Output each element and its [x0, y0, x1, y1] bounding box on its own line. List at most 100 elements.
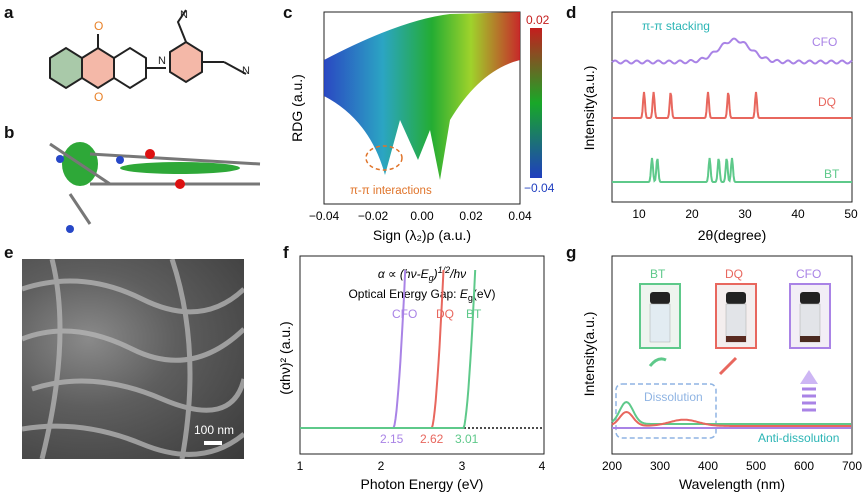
pi-pi-stacking-annotation: π-π stacking [642, 19, 710, 33]
plot-frame [323, 11, 521, 205]
y-axis-label: Intensity(a.u.) [581, 66, 597, 151]
series-label-dq: DQ [818, 95, 836, 109]
x-tick: 400 [698, 459, 718, 473]
colorbar-max: 0.02 [526, 13, 550, 27]
ring-upper [169, 40, 203, 84]
colorbar-min: −0.04 [524, 181, 555, 195]
gap-dq: 2.62 [420, 432, 444, 446]
pi-pi-circle [365, 145, 403, 171]
label-cfo: CFO [392, 307, 417, 321]
panel-d-xrd: CFO DQ BT π-π stacking Intensity(a.u.) 1… [581, 11, 858, 243]
x-tick: 0.00 [410, 209, 434, 223]
series-label-cfo: CFO [812, 35, 837, 49]
x-tick: −0.04 [309, 209, 340, 223]
ring-center [81, 46, 115, 90]
arrow-cfo [800, 370, 818, 412]
x-tick: 20 [685, 207, 699, 221]
scale-bar [204, 441, 222, 445]
arrow-dq [718, 356, 738, 376]
panel-letter-g: g [566, 243, 577, 262]
x-axis-label: Sign (λ₂)ρ (a.u.) [373, 227, 471, 243]
sem-texture [22, 259, 244, 459]
x-tick: 600 [794, 459, 814, 473]
formula-part: ) [432, 267, 438, 281]
x-tick: 4 [539, 459, 546, 473]
ring-right [113, 46, 147, 90]
x-tick: 3 [459, 459, 466, 473]
panel-letter-e: e [4, 243, 14, 262]
bt-absorbance-line [611, 400, 851, 425]
x-tick: 200 [602, 459, 622, 473]
formula-sub: g [429, 273, 434, 283]
formula: α ∝ (hν-Eg)1/2/hν [378, 265, 466, 283]
oxygen-top: O [94, 19, 103, 33]
nitrogen-label-top: N [180, 9, 188, 21]
subtitle-part: (eV) [473, 287, 496, 301]
oxygen-bottom: O [94, 90, 103, 104]
cfo-tauc-line [300, 269, 407, 429]
x-tick: 0.04 [508, 209, 532, 223]
vial-bt [639, 283, 681, 349]
dq-tauc-line [300, 269, 445, 429]
x-ticks: 10 20 30 40 50 [632, 207, 858, 221]
oxygen-atom [145, 149, 155, 159]
plot-frame [611, 11, 853, 203]
x-tick: 10 [632, 207, 646, 221]
x-tick: 500 [746, 459, 766, 473]
dissolution-box [615, 383, 717, 439]
panel-f-tauc: α ∝ (hν-Eg)1/2/hν Optical Energy Gap: Eg… [280, 255, 546, 492]
x-tick: 0.02 [459, 209, 483, 223]
arrow-bt [648, 357, 667, 367]
x-tick: 700 [842, 459, 862, 473]
dissolution-label: Dissolution [644, 390, 703, 404]
nitrogen-label: N [158, 55, 166, 67]
oxygen-atom [175, 179, 185, 189]
bt-tauc-line [300, 269, 477, 429]
dq-absorbance-line [611, 410, 851, 427]
panel-letter-f: f [283, 243, 289, 262]
panel-letter-b: b [4, 123, 15, 142]
dq-xrd-line [612, 91, 852, 119]
x-tick: 300 [650, 459, 670, 473]
x-axis-label: Photon Energy (eV) [361, 476, 484, 492]
panel-c-rdg-plot: π-π interactions 0.02 −0.04 RDG (a.u.) −… [289, 11, 555, 243]
nitrogen-label-right: N [242, 65, 250, 77]
bt-xrd-line [612, 157, 852, 183]
colorbar [530, 28, 542, 178]
gap-cfo: 2.15 [380, 432, 404, 446]
panel-a-structure: O O N N N [49, 9, 250, 104]
x-axis-label: 2θ(degree) [698, 227, 767, 243]
label-bt: BT [466, 307, 482, 321]
panel-letter-a: a [4, 3, 14, 22]
x-tick: 1 [297, 459, 304, 473]
formula-part: α ∝ (hν-E [378, 267, 430, 281]
nitrogen-atom [116, 156, 124, 164]
panel-letter-c: c [283, 3, 293, 22]
isosurface-sheet [120, 162, 240, 174]
gap-bt: 3.01 [455, 432, 479, 446]
sem-image: 100 nm [22, 259, 244, 459]
x-ticks: 200 300 400 500 600 700 [602, 459, 862, 473]
x-tick: 40 [791, 207, 805, 221]
x-tick: −0.02 [358, 209, 389, 223]
panel-letter-d: d [566, 3, 577, 22]
x-ticks: 1 2 3 4 [297, 459, 546, 473]
x-ticks: −0.04 −0.02 0.00 0.02 0.04 [309, 209, 532, 223]
formula-part: /hν [449, 267, 466, 281]
nitrogen-atom [66, 225, 74, 233]
x-tick: 30 [738, 207, 752, 221]
cfo-xrd-line [611, 37, 853, 65]
vial-cfo [789, 283, 831, 349]
label-dq: DQ [436, 307, 454, 321]
subtitle-sub: g [468, 293, 473, 303]
ring-left [49, 46, 83, 90]
series-label-bt: BT [824, 167, 840, 181]
vial-label-dq: DQ [725, 267, 743, 281]
y-axis-label: Intensity(a.u.) [581, 312, 597, 397]
anti-dissolution-label: Anti-dissolution [758, 431, 839, 445]
y-axis-label: (αhν)² (a.u.) [280, 321, 293, 394]
plot-frame [611, 255, 853, 455]
panel-b-molecule [49, 142, 261, 233]
pi-pi-annotation: π-π interactions [350, 185, 432, 197]
vial-label-bt: BT [650, 267, 666, 281]
